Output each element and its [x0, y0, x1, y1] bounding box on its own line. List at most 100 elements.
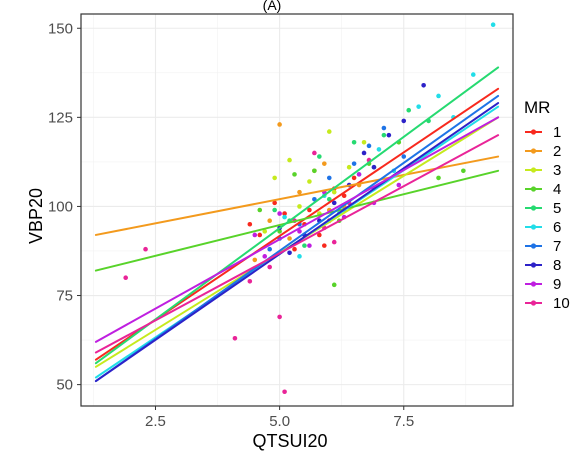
- data-point-mr-7: [312, 197, 317, 202]
- data-point-mr-4: [257, 207, 263, 213]
- data-point-mr-10: [331, 239, 337, 245]
- legend-label-mr-4: 4: [553, 181, 561, 198]
- legend-label-mr-1: 1: [553, 124, 561, 141]
- legend-label-mr-7: 7: [553, 238, 561, 255]
- data-point-mr-3: [331, 189, 337, 195]
- data-point-mr-6: [376, 147, 382, 152]
- regression-lines: [94, 66, 500, 383]
- data-point-mr-6: [297, 254, 302, 259]
- legend-label-mr-2: 2: [553, 143, 561, 160]
- regression-line-mr-5: [94, 66, 500, 365]
- plot-panel: [80, 13, 514, 407]
- data-point-mr-8: [421, 82, 426, 88]
- data-point-mr-2: [322, 161, 327, 166]
- data-point-mr-4: [436, 175, 441, 181]
- regression-line-mr-2: [94, 155, 500, 236]
- x-axis: 2.5 5.0 7.5: [145, 406, 414, 430]
- data-point-mr-6: [470, 72, 476, 77]
- data-point-mr-1: [272, 200, 277, 206]
- plot-border: [80, 13, 514, 407]
- legend-point-swatch: [530, 300, 537, 306]
- data-point-mr-1: [307, 207, 312, 213]
- legend-key-mr-6: [525, 224, 542, 230]
- data-point-mr-7: [401, 154, 407, 159]
- data-point-mr-9: [277, 211, 282, 216]
- legend-key-mr-10: [525, 300, 542, 306]
- data-point-mr-4: [312, 168, 317, 174]
- legend-key-mr-7: [525, 243, 542, 249]
- legend-point-swatch: [530, 167, 537, 173]
- data-point-mr-10: [282, 389, 287, 395]
- legend-key-mr-3: [525, 167, 542, 173]
- data-point-mr-1: [322, 243, 327, 248]
- legend-label-mr-6: 6: [553, 219, 561, 236]
- legend-key-mr-4: [525, 186, 542, 192]
- data-point-mr-9: [396, 182, 402, 188]
- y-tick-label: 125: [48, 109, 73, 126]
- legend-label-mr-3: 3: [553, 162, 561, 179]
- data-point-mr-5: [406, 107, 412, 113]
- legend-label-mr-5: 5: [553, 200, 561, 217]
- legend-point-swatch: [530, 281, 537, 287]
- major-gridlines: [81, 14, 513, 406]
- data-point-mr-5: [351, 139, 357, 145]
- legend-label-mr-8: 8: [553, 257, 561, 274]
- data-point-mr-5: [272, 207, 277, 213]
- data-point-mr-7: [366, 143, 372, 149]
- data-point-mr-8: [386, 132, 392, 138]
- data-point-mr-6: [436, 93, 441, 99]
- x-tick-label: 2.5: [145, 413, 166, 430]
- data-point-mr-3: [272, 175, 277, 181]
- data-point-mr-10: [277, 314, 282, 320]
- legend-point-swatch: [530, 186, 537, 192]
- data-point-mr-10: [312, 150, 317, 156]
- data-point-mr-4: [277, 229, 282, 234]
- data-point-mr-2: [287, 236, 292, 241]
- legend-point-swatch: [530, 224, 537, 230]
- data-point-mr-1: [341, 193, 347, 199]
- data-point-mr-7: [326, 175, 332, 181]
- data-point-mr-8: [287, 250, 292, 256]
- data-point-mr-9: [307, 243, 312, 248]
- legend-label-mr-10: 10: [553, 295, 570, 312]
- data-point-mr-6: [490, 22, 496, 27]
- y-tick-label: 50: [56, 377, 73, 394]
- data-point-mr-3: [346, 164, 352, 170]
- data-point-mr-8: [371, 164, 377, 170]
- data-point-mr-9: [252, 232, 258, 238]
- regression-line-mr-4: [94, 169, 500, 272]
- data-point-mr-3: [361, 139, 367, 145]
- data-point-mr-1: [317, 232, 322, 238]
- data-point-mr-2: [297, 189, 302, 195]
- data-point-mr-9: [297, 229, 302, 234]
- data-point-mr-3: [326, 129, 332, 134]
- data-point-mr-10: [143, 246, 148, 252]
- data-point-mr-1: [351, 175, 357, 181]
- legend: MR 1 2 3 4 5 6 7 8 9 10: [524, 98, 570, 312]
- data-point-mr-3: [262, 229, 268, 234]
- data-point-mr-1: [257, 232, 263, 238]
- data-point-mr-8: [401, 118, 407, 124]
- x-tick-label: 5.0: [269, 413, 290, 430]
- data-point-mr-1: [292, 246, 297, 252]
- data-point-mr-7: [351, 161, 357, 166]
- data-point-mr-5: [326, 197, 332, 202]
- x-axis-title: QTSUI20: [252, 431, 327, 451]
- y-axis-title: VBP20: [26, 188, 46, 244]
- data-point-mr-5: [381, 132, 387, 138]
- data-point-mr-1: [247, 221, 253, 227]
- legend-title: MR: [524, 98, 550, 117]
- y-tick-label: 100: [48, 198, 73, 215]
- legend-label-mr-9: 9: [553, 276, 561, 293]
- legend-point-swatch: [530, 129, 537, 135]
- data-point-mr-5: [302, 243, 307, 248]
- legend-items: 1 2 3 4 5 6 7 8 9 10: [525, 124, 570, 312]
- data-point-mr-3: [307, 179, 312, 184]
- legend-key-mr-5: [525, 205, 542, 211]
- data-point-mr-2: [252, 257, 258, 263]
- data-point-mr-7: [381, 125, 387, 131]
- data-point-mr-1: [282, 211, 287, 216]
- legend-point-swatch: [530, 243, 537, 249]
- legend-key-mr-9: [525, 281, 542, 287]
